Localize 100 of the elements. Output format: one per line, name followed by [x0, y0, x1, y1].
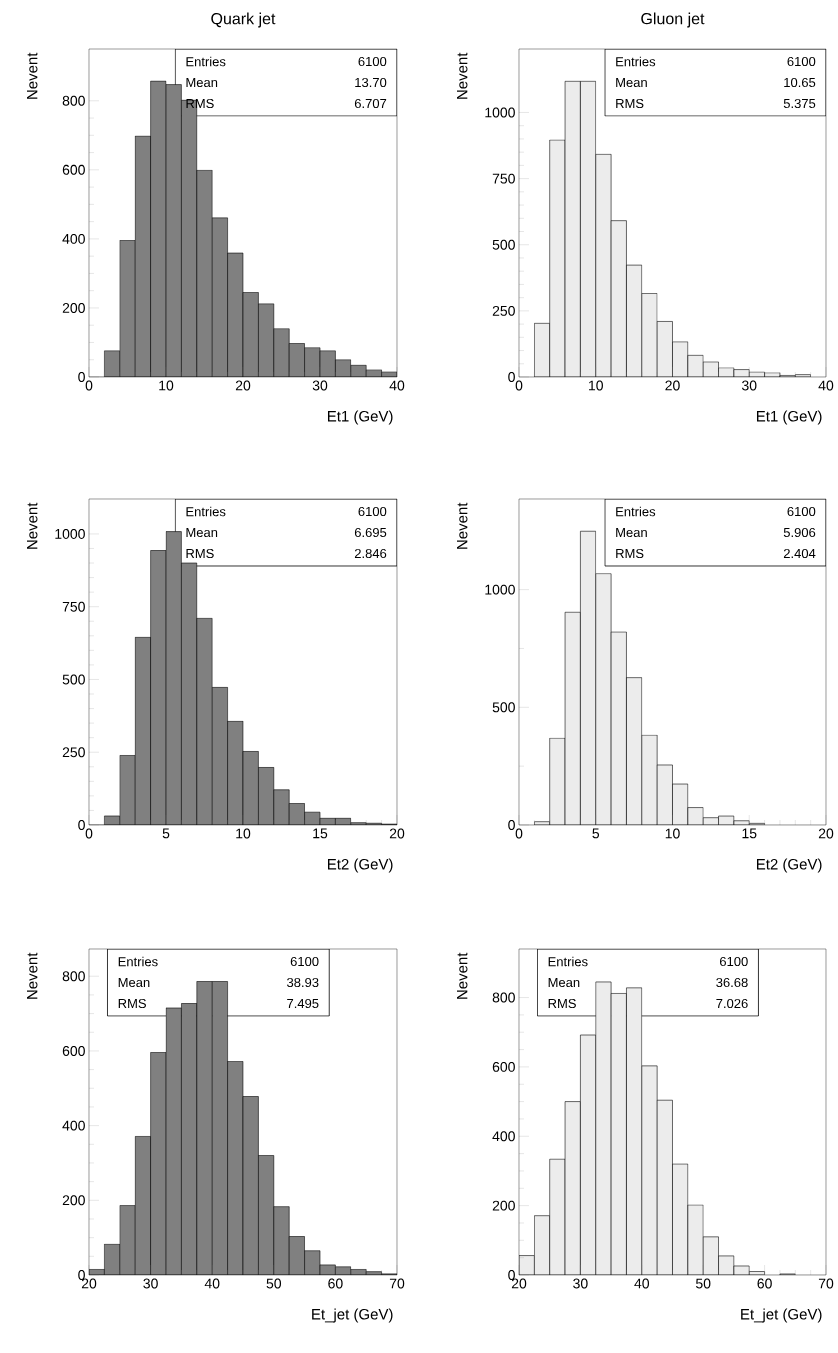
x-axis-title: Et2 (GeV)	[328, 858, 393, 873]
y-tick-label: 1000	[485, 584, 515, 595]
y-tick-label: 200	[62, 1195, 85, 1206]
y-axis-title: Nevent	[457, 952, 468, 999]
annotation: 38.93	[287, 977, 319, 988]
annotation: 13.70	[355, 77, 387, 88]
y-tick-label: 400	[62, 233, 85, 244]
annotation: Entries	[186, 506, 226, 517]
annotation: 6.695	[354, 527, 387, 538]
annotation: 2.404	[783, 548, 816, 559]
y-tick-label: 400	[492, 1131, 515, 1142]
chart-title: Gluon jet	[641, 12, 705, 28]
x-tick-label: 15	[742, 828, 757, 839]
y-axis-title: Nevent	[27, 502, 38, 549]
annotation: Entries	[548, 956, 588, 967]
x-tick-label: 20	[389, 828, 405, 839]
x-axis-title: Et2 (GeV)	[757, 858, 822, 873]
y-axis-title: Nevent	[457, 52, 468, 99]
annotation: 36.68	[716, 977, 748, 988]
x-tick-label: 10	[236, 828, 251, 839]
y-tick-label: 800	[62, 971, 85, 982]
x-tick-label: 50	[266, 1278, 282, 1289]
chart-title: Quark jet	[211, 12, 276, 28]
y-axis-title: Nevent	[27, 952, 38, 999]
x-tick-label: 60	[328, 1278, 343, 1289]
annotation: Mean	[186, 527, 218, 538]
y-tick-label: 500	[62, 674, 85, 685]
x-tick-label: 0	[85, 380, 93, 391]
annotation: Entries	[186, 56, 226, 67]
annotation: 5.906	[783, 527, 816, 538]
y-tick-label: 1000	[485, 107, 515, 118]
annotation: 6100	[787, 56, 816, 67]
y-tick-label: 750	[492, 173, 515, 184]
annotation: Mean	[616, 527, 647, 538]
annotation: 6100	[358, 56, 387, 67]
annotation: 10.65	[784, 77, 816, 88]
x-tick-label: 40	[389, 380, 405, 391]
annotation: Mean	[118, 977, 150, 988]
y-tick-label: 750	[62, 601, 85, 612]
annotation: 6100	[719, 956, 748, 967]
x-tick-label: 50	[695, 1278, 711, 1289]
annotation: 6.707	[354, 98, 387, 109]
annotation: RMS	[548, 998, 576, 1009]
x-tick-label: 70	[389, 1278, 405, 1289]
annotation: Entries	[118, 956, 158, 967]
y-tick-label: 0	[78, 820, 85, 830]
y-tick-label: 250	[62, 747, 85, 758]
x-tick-label: 30	[143, 1278, 158, 1289]
x-tick-label: 10	[665, 828, 680, 839]
x-tick-label: 30	[741, 380, 757, 391]
annotation: RMS	[186, 548, 214, 559]
y-tick-label: 0	[508, 372, 515, 382]
x-tick-label: 0	[515, 380, 523, 391]
x-tick-label: 20	[81, 1278, 97, 1289]
annotation: 7.026	[716, 998, 748, 1009]
y-tick-label: 1000	[55, 528, 85, 539]
x-tick-label: 40	[204, 1278, 220, 1289]
annotation: RMS	[118, 998, 146, 1009]
annotation: Entries	[616, 506, 656, 517]
y-tick-label: 600	[62, 1045, 85, 1056]
x-axis-title: Et1 (GeV)	[328, 410, 393, 425]
annotation: Entries	[616, 56, 656, 67]
x-tick-label: 15	[313, 828, 328, 839]
y-tick-label: 600	[492, 1061, 515, 1072]
x-tick-label: 20	[235, 380, 251, 391]
annotation: Mean	[186, 77, 218, 88]
annotation: 5.375	[783, 98, 816, 109]
x-axis-title: Et1 (GeV)	[756, 410, 822, 425]
x-tick-label: 40	[818, 380, 834, 391]
x-tick-label: 5	[162, 828, 170, 839]
x-tick-label: 40	[634, 1278, 650, 1289]
annotation: 6100	[290, 956, 319, 967]
x-tick-label: 30	[312, 380, 328, 391]
y-tick-label: 200	[492, 1200, 515, 1211]
annotation: 6100	[787, 506, 816, 517]
x-tick-label: 0	[85, 828, 93, 839]
annotation: RMS	[616, 98, 644, 109]
y-tick-label: 400	[62, 1120, 85, 1131]
annotation: 2.846	[354, 548, 387, 559]
x-tick-label: 20	[818, 828, 834, 839]
y-tick-label: 500	[492, 702, 515, 713]
annotation: 6100	[358, 506, 387, 517]
annotation: 7.495	[287, 998, 319, 1009]
x-tick-label: 20	[511, 1278, 527, 1289]
y-tick-label: 0	[508, 820, 515, 830]
y-tick-label: 800	[492, 992, 515, 1003]
annotation: Mean	[548, 977, 580, 988]
y-tick-label: 200	[62, 302, 85, 313]
x-tick-label: 10	[589, 380, 603, 391]
y-axis-title: Nevent	[457, 502, 468, 549]
x-tick-label: 70	[818, 1278, 834, 1289]
x-tick-label: 20	[665, 380, 680, 391]
x-tick-label: 60	[757, 1278, 772, 1289]
annotation: Mean	[616, 77, 647, 88]
y-tick-label: 0	[78, 372, 85, 382]
x-tick-label: 30	[573, 1278, 588, 1289]
x-tick-label: 0	[515, 828, 523, 839]
y-tick-label: 250	[492, 305, 515, 316]
x-axis-title: Et_jet (GeV)	[741, 1308, 822, 1323]
x-axis-title: Et_jet (GeV)	[312, 1308, 393, 1323]
